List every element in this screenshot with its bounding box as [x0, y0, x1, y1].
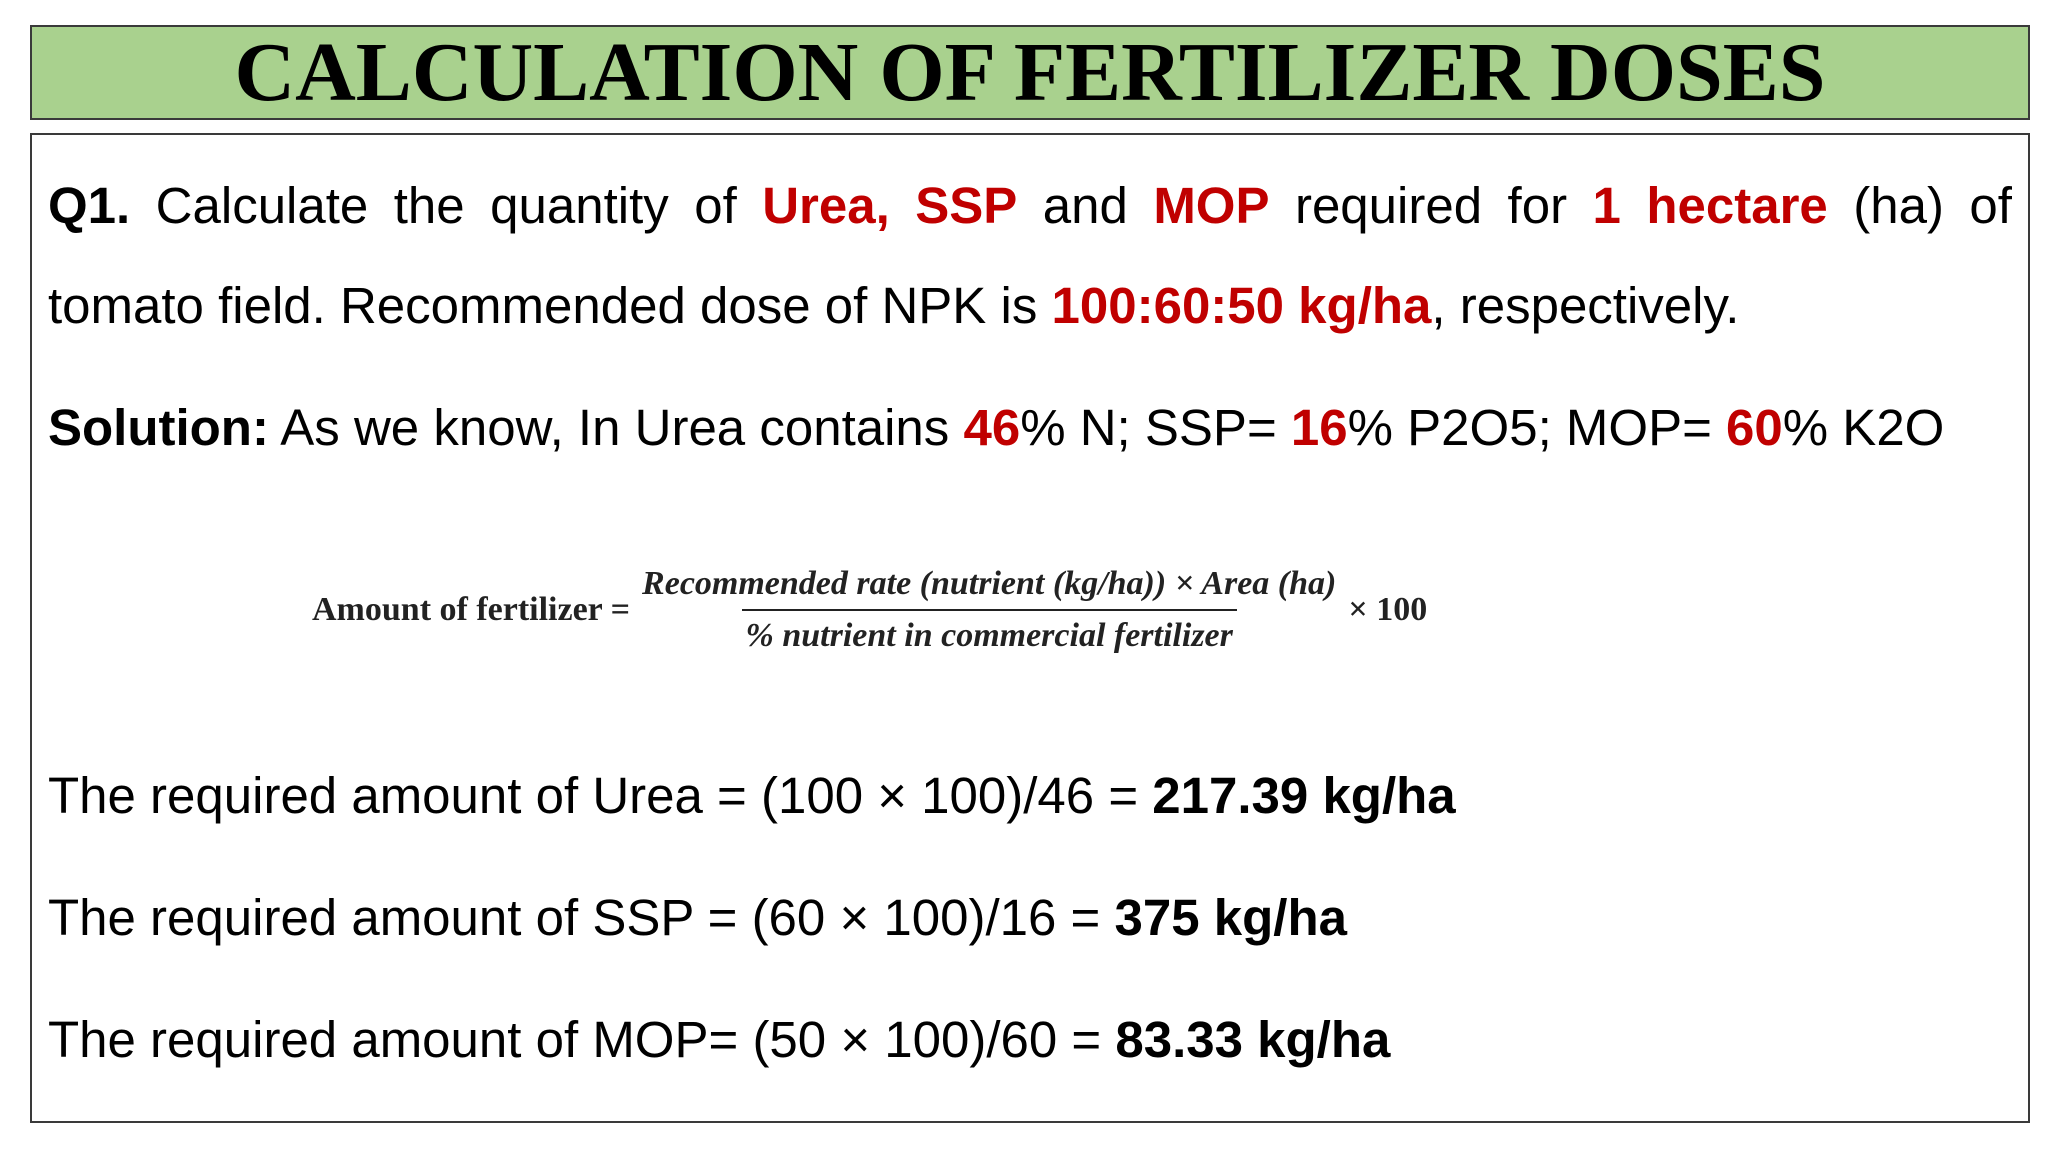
- question-text-2: and: [1017, 177, 1154, 234]
- formula-lhs: Amount of fertilizer =: [312, 591, 631, 628]
- result-value: 83.33 kg/ha: [1115, 1011, 1391, 1068]
- fertilizer-formula: Amount of fertilizer = Recommended rate …: [312, 565, 1427, 655]
- potassium-percent: 60: [1726, 399, 1783, 456]
- formula-numerator: Recommended rate (nutrient (kg/ha)) × Ar…: [642, 565, 1337, 602]
- question-text-3: required for: [1269, 177, 1593, 234]
- question-text-5: tomato field. Recommended dose of NPK is: [48, 277, 1052, 334]
- result-value: 375 kg/ha: [1114, 889, 1347, 946]
- content-panel: Q1. Calculate the quantity of Urea, SSP …: [30, 133, 2030, 1123]
- result-text: The required amount of MOP= (50 × 100)/6…: [48, 1011, 1116, 1068]
- question-line-2: tomato field. Recommended dose of NPK is…: [48, 275, 1739, 336]
- solution-line: Solution: As we know, In Urea contains 4…: [48, 397, 1944, 458]
- result-mop: The required amount of MOP= (50 × 100)/6…: [48, 1009, 1390, 1070]
- solution-text-4: % K2O: [1782, 399, 1945, 456]
- result-text: The required amount of SSP = (60 × 100)/…: [48, 889, 1115, 946]
- phosphorus-percent: 16: [1290, 399, 1348, 456]
- solution-text-3: % P2O5; MOP=: [1347, 399, 1727, 456]
- question-text-6: , respectively.: [1431, 277, 1740, 334]
- question-line-1: Q1. Calculate the quantity of Urea, SSP …: [48, 175, 2012, 236]
- result-text: The required amount of Urea = (100 × 100…: [48, 767, 1153, 824]
- solution-label: Solution:: [48, 399, 269, 456]
- question-text-4: (ha) of: [1827, 177, 2012, 234]
- result-urea: The required amount of Urea = (100 × 100…: [48, 765, 1456, 826]
- nitrogen-percent: 46: [963, 399, 1021, 456]
- formula-denominator: % nutrient in commercial fertilizer: [741, 609, 1237, 655]
- formula-fraction: Recommended rate (nutrient (kg/ha)) × Ar…: [638, 565, 1340, 655]
- question-label: Q1.: [48, 177, 131, 234]
- highlight-npk-dose: 100:60:50 kg/ha: [1051, 277, 1432, 334]
- highlight-urea-ssp: Urea, SSP: [762, 177, 1018, 234]
- highlight-mop: MOP: [1153, 177, 1270, 234]
- solution-text-2: % N; SSP=: [1020, 399, 1291, 456]
- solution-text-1: As we know, In Urea contains: [268, 399, 964, 456]
- result-value: 217.39 kg/ha: [1152, 767, 1456, 824]
- title-banner: CALCULATION OF FERTILIZER DOSES: [30, 25, 2030, 120]
- result-ssp: The required amount of SSP = (60 × 100)/…: [48, 887, 1347, 948]
- question-text-1: Calculate the quantity of: [130, 177, 763, 234]
- page-title: CALCULATION OF FERTILIZER DOSES: [234, 25, 1826, 119]
- highlight-area: 1 hectare: [1592, 177, 1828, 234]
- formula-multiplier: × 100: [1348, 591, 1428, 628]
